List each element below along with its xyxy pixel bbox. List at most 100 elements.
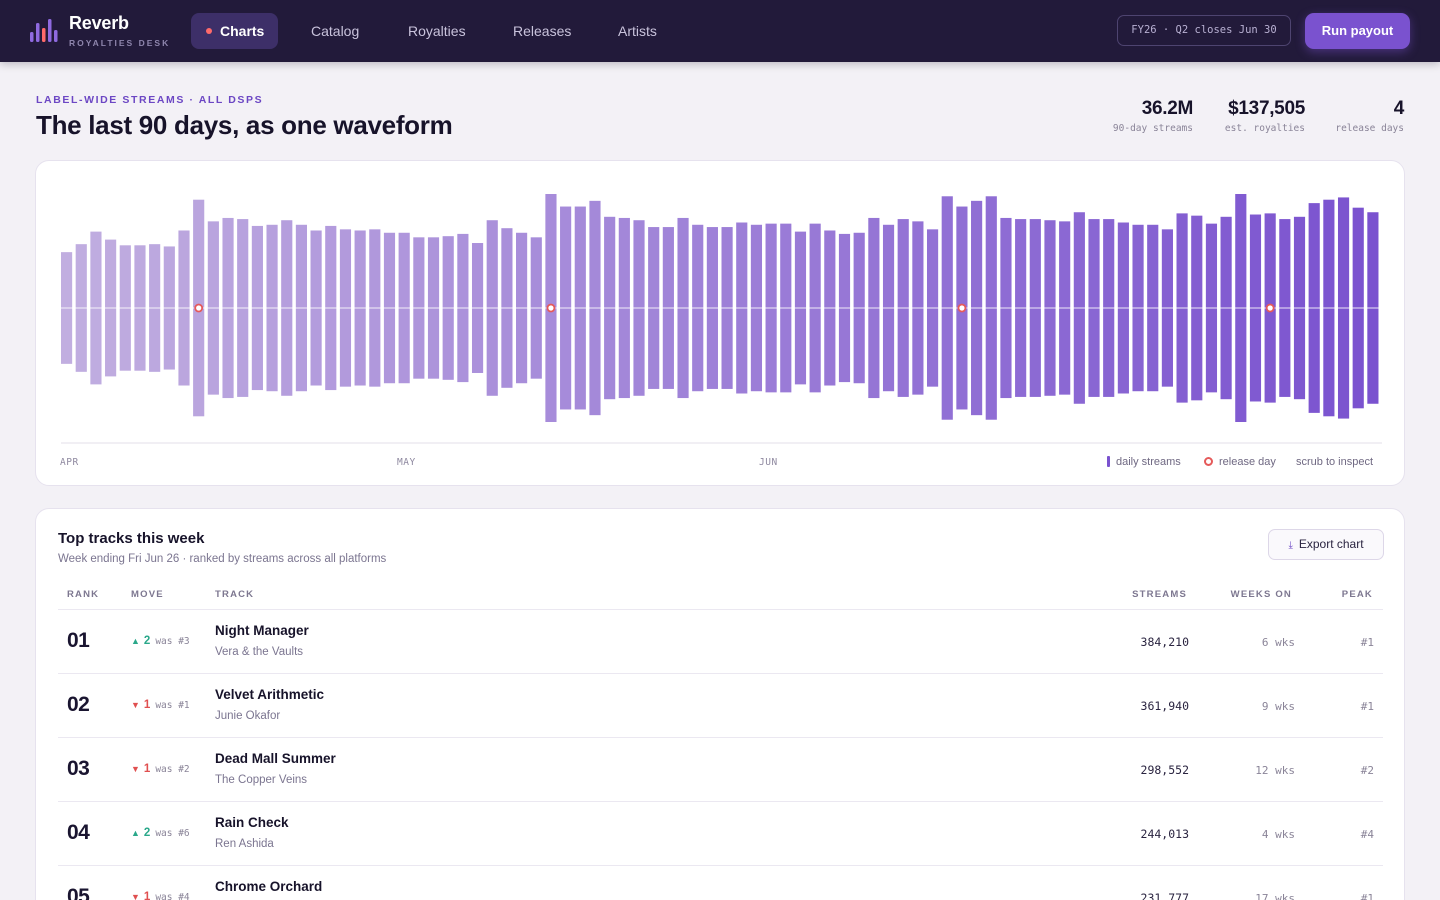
rank-number: 03: [67, 757, 90, 780]
logo-icon: [30, 19, 58, 42]
track-name[interactable]: Rain Check: [215, 815, 289, 830]
stat-streams: 36.2M 90-day streams: [1113, 98, 1193, 134]
rank-move: ▼ 1 was #1: [131, 699, 190, 711]
move-delta: 1: [143, 891, 151, 900]
peak-position: #1: [1360, 636, 1374, 649]
waveform-chart[interactable]: [36, 161, 1406, 451]
track-name[interactable]: Velvet Arithmetic: [215, 687, 325, 702]
previous-rank: was #6: [155, 828, 190, 839]
track-artist[interactable]: Junie Okafor: [215, 710, 281, 722]
waveform-card[interactable]: APR MAY JUN daily streams release day sc…: [35, 160, 1405, 486]
rank-move: ▲ 2 was #6: [131, 827, 190, 839]
rank-move: ▼ 1 was #2: [131, 763, 190, 775]
col-peak[interactable]: PEAK: [1341, 589, 1373, 600]
peak-position: #4: [1360, 828, 1374, 841]
stream-count: 298,552: [1140, 763, 1189, 777]
rank-move: ▼ 1 was #4: [131, 891, 190, 900]
nav-artists[interactable]: Artists: [618, 23, 657, 39]
arrow-up-icon: ▲: [131, 828, 140, 838]
arrow-down-icon: ▼: [131, 700, 140, 710]
weeks-on-chart: 6 wks: [1261, 636, 1295, 649]
tracks-title: Top tracks this week: [58, 530, 205, 547]
top-tracks-card: Top tracks this week Week ending Fri Jun…: [35, 508, 1405, 900]
fiscal-period-badge: FY26 · Q2 closes Jun 30: [1117, 15, 1291, 46]
rank-number: 02: [67, 693, 90, 716]
run-payout-button[interactable]: Run payout: [1305, 13, 1410, 49]
rank-number: 05: [67, 885, 90, 900]
month-label-may: MAY: [397, 457, 416, 468]
previous-rank: was #3: [155, 636, 190, 647]
stream-count: 361,940: [1140, 699, 1189, 713]
move-delta: 1: [143, 763, 151, 775]
track-artist[interactable]: Ren Ashida: [215, 838, 274, 850]
stat-label: est. royalties: [1224, 123, 1305, 134]
export-chart-button[interactable]: ⤓ Export chart: [1268, 529, 1384, 560]
col-streams[interactable]: STREAMS: [1132, 589, 1187, 600]
stream-count: 244,013: [1140, 827, 1189, 841]
stat-label: 90-day streams: [1112, 123, 1193, 134]
track-name[interactable]: Night Manager: [215, 623, 309, 638]
rank-number: 01: [67, 629, 90, 652]
weeks-on-chart: 17 wks: [1255, 892, 1295, 900]
table-row[interactable]: 01 ▲ 2 was #3 Night Manager Vera & the Vau…: [58, 610, 1383, 674]
peak-position: #1: [1360, 700, 1374, 713]
release-day-marker[interactable]: [194, 303, 204, 313]
track-name[interactable]: Dead Mall Summer: [215, 751, 336, 766]
weeks-on-chart: 4 wks: [1261, 828, 1295, 841]
release-day-marker[interactable]: [546, 303, 556, 313]
table-row[interactable]: 02 ▼ 1 was #1 Velvet Arithmetic Junie Okaf…: [58, 674, 1383, 738]
col-rank[interactable]: RANK: [67, 589, 100, 600]
table-row[interactable]: 05 ▼ 1 was #4 Chrome Orchard 231,777 17 wk…: [58, 866, 1383, 900]
legend-release: release day: [1204, 456, 1276, 468]
streams-swatch-icon: [1107, 456, 1110, 467]
previous-rank: was #1: [155, 700, 190, 711]
stat-royalties: $137,505 est. royalties: [1225, 98, 1305, 134]
scrub-hint: scrub to inspect: [1296, 456, 1374, 468]
arrow-down-icon: ▼: [131, 764, 140, 774]
export-label: Export chart: [1298, 537, 1364, 551]
rank-move: ▲ 2 was #3: [131, 635, 190, 647]
rank-number: 04: [67, 821, 90, 844]
month-label-apr: APR: [60, 457, 79, 468]
move-delta: 1: [143, 699, 151, 711]
download-icon: ⤓: [1288, 540, 1293, 551]
legend-release-label: release day: [1219, 456, 1276, 468]
move-delta: 2: [143, 827, 151, 839]
nav-releases[interactable]: Releases: [513, 23, 572, 39]
col-move[interactable]: MOVE: [131, 589, 164, 600]
app-subtitle: ROYALTIES DESK: [69, 38, 171, 48]
track-artist[interactable]: The Copper Veins: [215, 774, 308, 786]
month-label-jun: JUN: [759, 457, 778, 468]
release-day-marker[interactable]: [957, 303, 967, 313]
stat-value: 4: [1393, 98, 1405, 119]
move-delta: 2: [143, 635, 151, 647]
stat-value: $137,505: [1228, 98, 1305, 119]
page-title: The last 90 days, as one waveform: [36, 110, 453, 140]
stat-label: release days: [1335, 123, 1404, 134]
divider: [58, 609, 1383, 610]
col-track[interactable]: TRACK: [215, 589, 255, 600]
peak-position: #1: [1360, 892, 1374, 900]
app-name: Reverb: [69, 13, 129, 33]
weeks-on-chart: 12 wks: [1255, 764, 1295, 777]
col-weeks[interactable]: WEEKS ON: [1230, 589, 1292, 600]
nav-royalties[interactable]: Royalties: [408, 23, 466, 39]
previous-rank: was #4: [155, 892, 190, 900]
table-row[interactable]: 03 ▼ 1 was #2 Dead Mall Summer The Copper …: [58, 738, 1383, 802]
section-eyebrow: LABEL-WIDE STREAMS · ALL DSPS: [36, 94, 264, 106]
track-artist[interactable]: Vera & the Vaults: [215, 646, 304, 658]
peak-position: #2: [1360, 764, 1374, 777]
previous-rank: was #2: [155, 764, 190, 775]
arrow-down-icon: ▼: [131, 892, 140, 900]
legend-streams-label: daily streams: [1116, 456, 1181, 468]
track-name[interactable]: Chrome Orchard: [215, 879, 323, 894]
tracks-subtitle: Week ending Fri Jun 26 · ranked by strea…: [58, 553, 387, 565]
release-day-marker[interactable]: [1265, 303, 1275, 313]
weeks-on-chart: 9 wks: [1261, 700, 1295, 713]
stat-value: 36.2M: [1141, 98, 1194, 119]
nav-catalog[interactable]: Catalog: [311, 23, 360, 39]
table-row[interactable]: 04 ▲ 2 was #6 Rain Check Ren Ashida 244,01…: [58, 802, 1383, 866]
legend-streams: daily streams: [1107, 456, 1181, 468]
nav-charts[interactable]: Charts: [191, 13, 279, 49]
top-bar: Reverb ROYALTIES DESK Charts Catalog Roy…: [0, 0, 1440, 62]
